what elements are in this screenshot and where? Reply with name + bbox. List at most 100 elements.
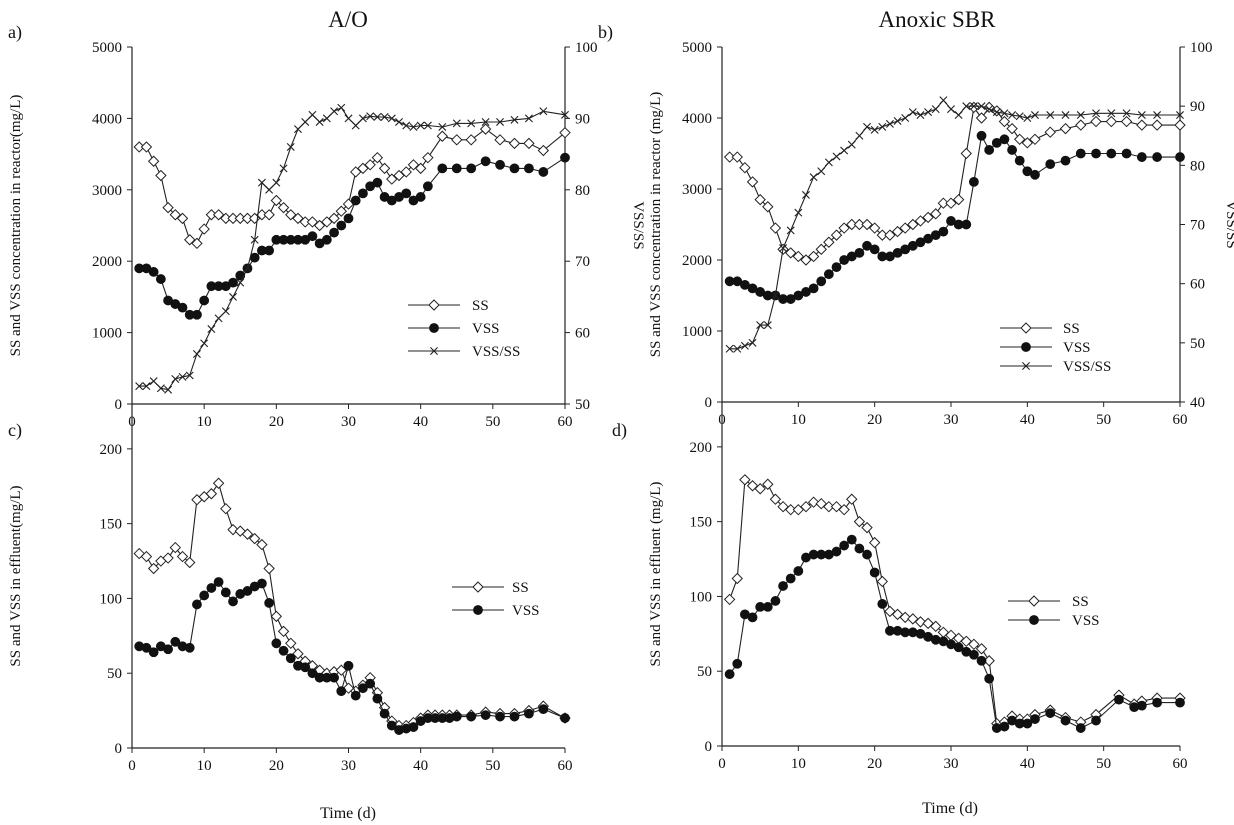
y-tick-label: 100 [100,591,123,607]
marker-dot [732,658,743,669]
marker-dot [422,181,433,192]
y-tick-label: 2000 [682,253,712,269]
marker-x [438,122,447,131]
x-tick-label: 0 [128,758,136,774]
x-tick-label: 20 [867,412,882,428]
marker-diamond [739,161,751,174]
marker-x [1176,111,1184,120]
y-tick-label: 4000 [682,111,712,127]
y-tick-label: 1000 [682,324,712,340]
marker-dot [386,720,397,731]
marker-dot [1136,152,1147,162]
marker-diamond [807,250,820,263]
marker-dot [148,267,159,277]
marker-dot [846,534,857,545]
marker-diamond [998,115,1011,128]
x-tick-label: 30 [944,756,959,772]
marker-dot [343,660,354,671]
marker-dot [466,711,477,722]
x-tick-label: 50 [485,414,500,430]
marker-dot [429,323,439,333]
marker-dot [984,145,995,155]
marker-dot [524,163,534,174]
marker-x [524,114,533,123]
marker-dot [271,638,282,649]
marker-x [870,125,879,134]
marker-dot [1175,697,1185,708]
y-tick-label: 0 [705,739,713,755]
marker-x [977,102,986,111]
marker-dot [192,309,202,320]
marker-diamond [1059,122,1072,135]
marker-dot [1136,700,1147,711]
marker-x [924,108,933,117]
marker-dot [969,176,979,187]
marker-diamond [723,593,736,606]
marker-dot [724,669,735,680]
marker-dot [999,134,1010,145]
marker-dot [854,543,865,554]
marker-diamond [1020,322,1032,334]
marker-x [969,102,978,111]
marker-x [330,107,339,116]
marker-x [402,121,411,130]
marker-dot [466,163,477,174]
marker-x [178,372,187,381]
marker-x [1023,114,1032,122]
y2-tick-label: 50 [1190,336,1205,352]
marker-dot [823,269,834,280]
x-tick-label: 30 [341,758,356,774]
marker-x [1153,111,1162,120]
marker-dot [976,130,987,141]
marker-diamond [378,162,391,175]
series-line-dot [139,157,566,316]
marker-diamond [968,638,980,651]
marker-diamond [784,503,797,516]
marker-x [192,350,201,359]
marker-dot [1091,715,1101,726]
marker-diamond [386,173,398,185]
marker-diamond [414,162,427,175]
marker-diamond [922,211,934,224]
legend-label: SS [1063,321,1080,337]
x-tick-label: 20 [269,414,284,430]
marker-x [510,115,519,124]
marker-diamond [1044,126,1056,138]
marker-diamond [739,474,751,486]
marker-x [947,105,955,114]
marker-diamond [868,536,881,549]
y2-tick-label: 60 [1190,277,1205,293]
legend-label: SS [512,580,529,596]
marker-diamond [1021,137,1034,149]
marker-diamond [393,169,405,182]
marker-dot [242,586,253,596]
marker-x [840,146,849,155]
panel-label: d) [612,420,627,441]
marker-diamond [815,243,827,256]
marker-diamond [830,229,843,241]
series-line-x [729,99,1180,350]
marker-x [164,385,173,394]
y2-axis-title: VSS/SS [630,201,646,249]
marker-x [430,347,438,355]
marker-dot [401,188,412,199]
marker-diamond [176,550,189,563]
marker-dot [538,167,549,177]
marker-diamond [184,234,196,246]
marker-diamond [899,222,911,234]
marker-x [779,244,788,253]
marker-dot [869,244,880,255]
marker-dot [1030,169,1040,180]
marker-diamond [140,141,153,153]
marker-diamond [162,552,174,564]
marker-diamond [838,503,850,516]
panel-a: a)0 10 20 30 40 50 600100020003000400050005060… [8,22,646,430]
marker-diamond [952,193,965,206]
marker-diamond [754,483,766,495]
marker-diamond [169,541,182,554]
marker-x [373,112,382,121]
marker-dot [1022,718,1033,729]
marker-x [380,112,389,121]
panel-c: c) 0 10 20 30 40 50 60 0 50 100 150 200 SS and VSS in… [8,404,573,774]
marker-dot [976,655,987,666]
